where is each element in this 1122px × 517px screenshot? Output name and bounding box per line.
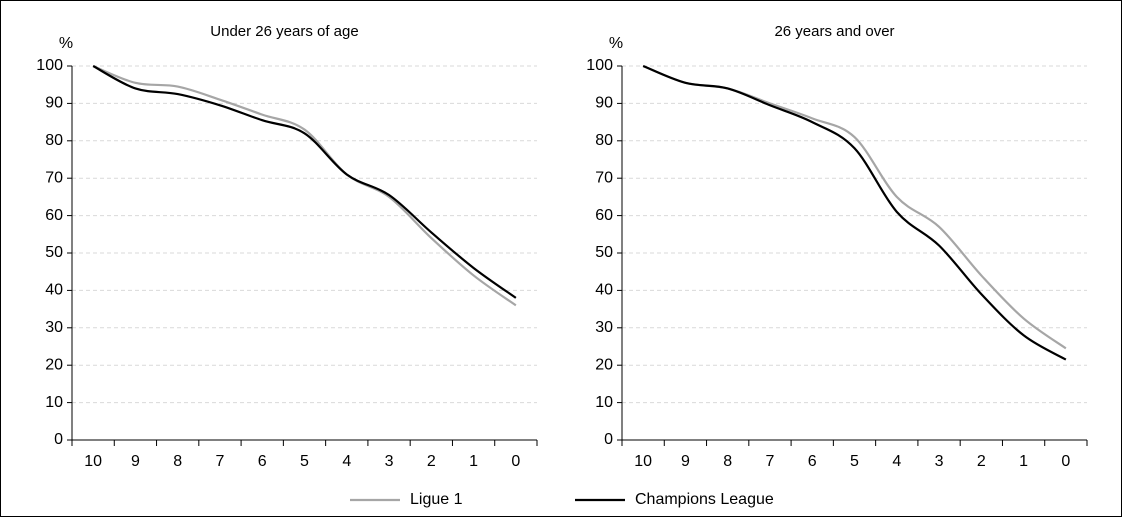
y-tick-label: 100 — [586, 57, 613, 74]
y-tick-label: 40 — [595, 282, 613, 299]
y-tick-label: 70 — [595, 169, 613, 186]
series-line — [92, 65, 517, 299]
y-tick-label: 60 — [595, 207, 613, 224]
series-line — [92, 64, 517, 307]
x-tick-label: 0 — [511, 453, 520, 470]
y-tick-label: 100 — [36, 57, 63, 74]
y-tick-label: 50 — [595, 244, 613, 261]
y-tick-label: 90 — [595, 95, 613, 112]
x-tick-label: 3 — [385, 453, 394, 470]
legend-label: Ligue 1 — [410, 491, 463, 508]
x-tick-label: 8 — [173, 453, 182, 470]
y-axis-label: % — [59, 35, 73, 52]
x-tick-label: 10 — [634, 453, 652, 470]
x-tick-label: 5 — [850, 453, 859, 470]
x-tick-label: 9 — [131, 453, 140, 470]
y-tick-label: 10 — [595, 394, 613, 411]
chart-title: 26 years and over — [774, 23, 894, 40]
y-tick-label: 90 — [45, 95, 63, 112]
x-tick-label: 1 — [469, 453, 478, 470]
y-tick-label: 10 — [45, 394, 63, 411]
x-tick-label: 7 — [766, 453, 775, 470]
x-tick-label: 4 — [342, 453, 351, 470]
x-tick-label: 2 — [427, 453, 436, 470]
y-tick-label: 30 — [45, 319, 63, 336]
y-tick-label: 80 — [45, 132, 63, 149]
y-tick-label: 0 — [604, 431, 613, 448]
x-tick-label: 2 — [977, 453, 986, 470]
x-tick-label: 8 — [723, 453, 732, 470]
x-tick-label: 6 — [808, 453, 817, 470]
y-axis-label: % — [609, 35, 623, 52]
x-tick-label: 3 — [935, 453, 944, 470]
x-tick-label: 6 — [258, 453, 267, 470]
x-tick-label: 10 — [84, 453, 102, 470]
x-tick-label: 4 — [892, 453, 901, 470]
x-tick-label: 1 — [1019, 453, 1028, 470]
x-tick-label: 0 — [1061, 453, 1070, 470]
y-tick-label: 40 — [45, 282, 63, 299]
y-tick-label: 50 — [45, 244, 63, 261]
y-tick-label: 80 — [595, 132, 613, 149]
x-tick-label: 9 — [681, 453, 690, 470]
x-tick-label: 7 — [216, 453, 225, 470]
y-tick-label: 70 — [45, 169, 63, 186]
x-tick-label: 5 — [300, 453, 309, 470]
y-tick-label: 20 — [45, 356, 63, 373]
y-tick-label: 20 — [595, 356, 613, 373]
y-tick-label: 30 — [595, 319, 613, 336]
legend-label: Champions League — [635, 491, 774, 508]
series-line — [642, 64, 1067, 361]
y-tick-label: 60 — [45, 207, 63, 224]
y-tick-label: 0 — [54, 431, 63, 448]
chart-title: Under 26 years of age — [210, 23, 358, 40]
